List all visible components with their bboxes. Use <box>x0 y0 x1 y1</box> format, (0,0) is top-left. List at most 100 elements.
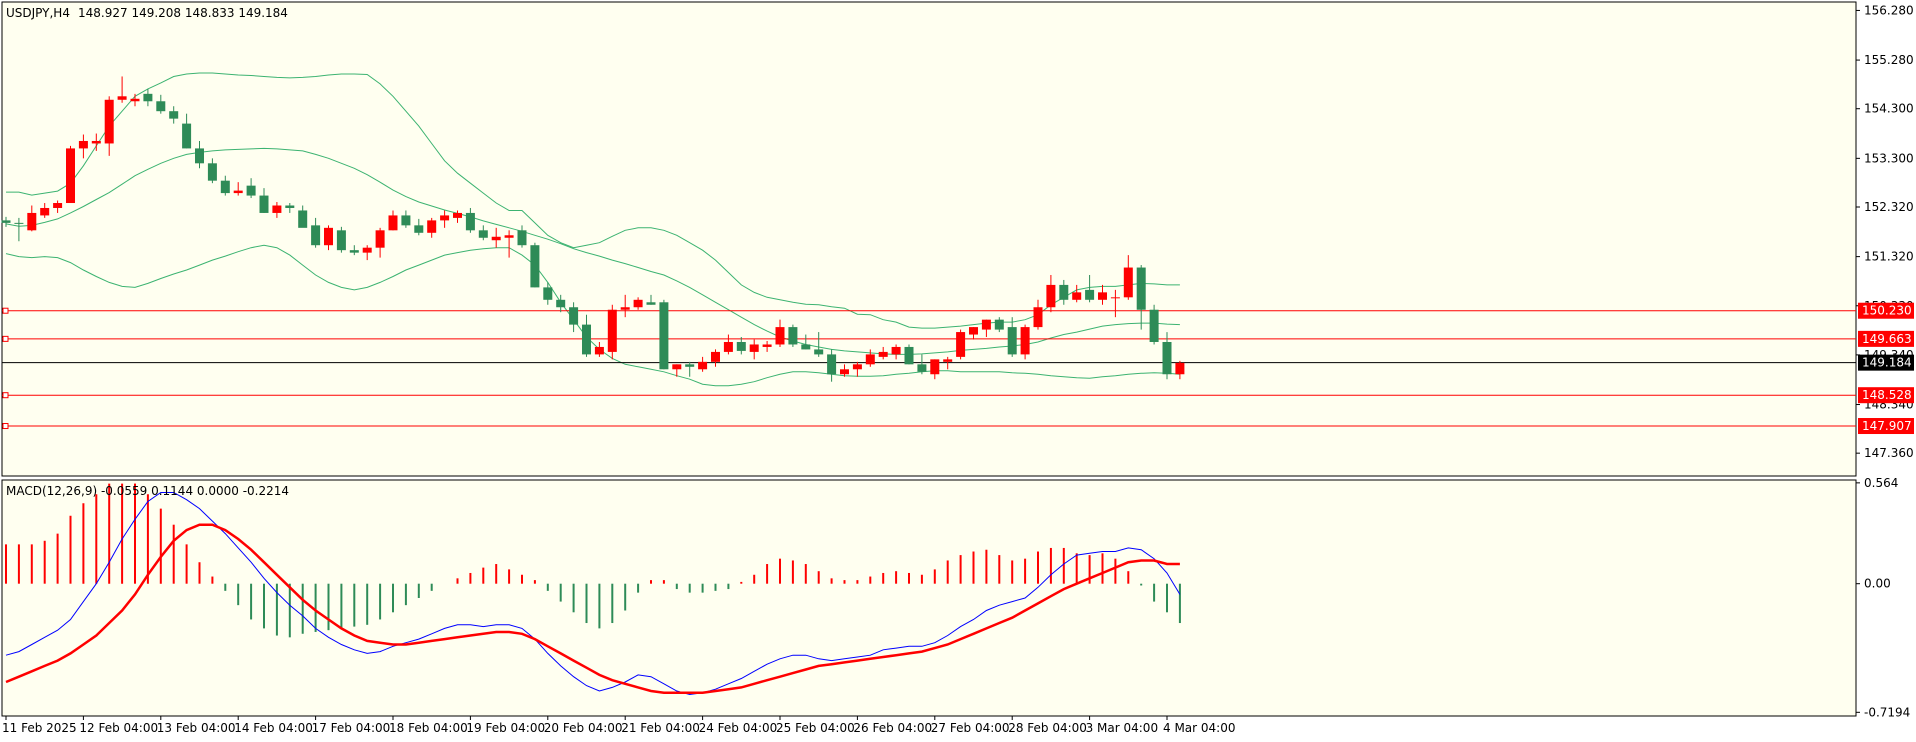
candle-body <box>723 341 733 352</box>
candle-body <box>311 225 321 246</box>
candle-body <box>827 354 837 375</box>
price-axis-label: 155.280 <box>1864 53 1914 67</box>
candle-body <box>981 319 991 330</box>
candle-body <box>930 359 940 375</box>
candle-body <box>569 307 579 325</box>
candle-body <box>220 180 230 194</box>
candle-body <box>969 327 978 335</box>
time-axis-label: 19 Feb 04:00 <box>466 721 545 735</box>
price-axis-label: 153.300 <box>1864 151 1914 165</box>
price-level-tag <box>1858 387 1914 404</box>
price-level-handle[interactable] <box>2 392 9 399</box>
candle-body <box>736 341 746 351</box>
candle-body <box>1 220 11 223</box>
price-level-label: 150.230 <box>1862 304 1912 318</box>
candle-body <box>53 203 63 208</box>
candle-body <box>840 369 849 375</box>
candle-body <box>788 327 798 345</box>
candle-body <box>865 354 875 365</box>
candle-body <box>646 302 656 305</box>
candle-body <box>1162 341 1172 375</box>
candle-body <box>685 364 695 367</box>
candle-body <box>1007 327 1017 355</box>
time-axis-label: 28 Feb 04:00 <box>1008 721 1087 735</box>
candle-body <box>104 99 114 144</box>
candle-body <box>491 236 501 241</box>
candle-body <box>388 215 398 231</box>
candle-body <box>620 307 630 310</box>
candle-body <box>324 227 333 246</box>
time-axis-label: 26 Feb 04:00 <box>853 721 932 735</box>
time-axis-label: 17 Feb 04:00 <box>312 721 391 735</box>
candle-body <box>698 361 708 370</box>
candle-body <box>917 364 927 372</box>
candle-body <box>1033 307 1043 328</box>
time-axis-label: 14 Feb 04:00 <box>234 721 313 735</box>
candle-body <box>749 344 759 352</box>
candle-body <box>169 111 179 119</box>
price-axis-label: 156.280 <box>1864 3 1914 17</box>
candle-body <box>453 212 462 218</box>
candle-body <box>259 195 269 213</box>
candle-body <box>233 190 243 194</box>
macd-axis-label: 0.00 <box>1864 577 1891 591</box>
candle-body <box>143 93 153 102</box>
time-axis-label: 4 Mar 04:00 <box>1163 721 1236 735</box>
candle-body <box>530 245 540 288</box>
time-axis-label: 27 Feb 04:00 <box>931 721 1010 735</box>
price-level-handle[interactable] <box>2 423 9 430</box>
candle-body <box>672 364 682 370</box>
candle-body <box>1123 267 1133 298</box>
candle-body <box>814 349 824 355</box>
candle-body <box>659 302 669 370</box>
candle-body <box>1085 289 1095 300</box>
candle-body <box>1046 284 1056 308</box>
price-level-handle[interactable] <box>2 335 9 342</box>
candle-body <box>633 299 643 308</box>
price-axis-label: 152.320 <box>1864 200 1914 214</box>
candle-body <box>207 163 217 181</box>
macd-pane[interactable] <box>1 479 1857 717</box>
price-axis-label: 151.320 <box>1864 250 1914 264</box>
candle-body <box>1110 297 1120 299</box>
candle-body <box>556 299 566 308</box>
candle-body <box>40 207 50 216</box>
time-axis-label: 24 Feb 04:00 <box>699 721 778 735</box>
price-axis-label: 147.360 <box>1864 446 1914 460</box>
candle-body <box>375 230 385 248</box>
price-levels <box>2 307 1856 430</box>
price-level-tag <box>1858 330 1914 347</box>
time-axis-label: 18 Feb 04:00 <box>389 721 468 735</box>
current-price-label: 149.184 <box>1862 356 1912 370</box>
candle-body <box>465 212 475 231</box>
candle-body <box>582 324 591 355</box>
candle-body <box>956 332 966 357</box>
candle-body <box>943 359 953 362</box>
candle-body <box>775 327 785 345</box>
price-level-handle[interactable] <box>2 307 9 314</box>
candle-body <box>401 215 411 226</box>
candle-body <box>285 205 295 208</box>
price-level-label: 147.907 <box>1862 419 1912 433</box>
current-price-tag <box>1858 354 1914 371</box>
candle-body <box>117 96 127 100</box>
candle-body <box>504 235 514 238</box>
price-pane[interactable] <box>1 1 1857 477</box>
candle-body <box>272 205 282 213</box>
time-axis-label: 11 Feb 2025 <box>2 721 77 735</box>
price-level-tag <box>1858 418 1914 435</box>
time-axis-label: 12 Feb 04:00 <box>79 721 158 735</box>
price-axis: 156.280 155.280 154.300 153.300 152.320 151.3… <box>1856 3 1914 460</box>
candle-body <box>711 351 720 362</box>
macd-axis: 0.564 0.00 -0.7194 <box>1856 476 1910 719</box>
candle-body <box>594 346 604 355</box>
candle-body <box>1059 284 1069 300</box>
candle-body <box>130 98 140 102</box>
candle-body <box>78 140 88 149</box>
macd-axis-label: -0.7194 <box>1864 705 1910 719</box>
time-axis-label: 25 Feb 04:00 <box>776 721 855 735</box>
candle-body <box>1098 292 1107 300</box>
time-axis-label: 13 Feb 04:00 <box>157 721 236 735</box>
